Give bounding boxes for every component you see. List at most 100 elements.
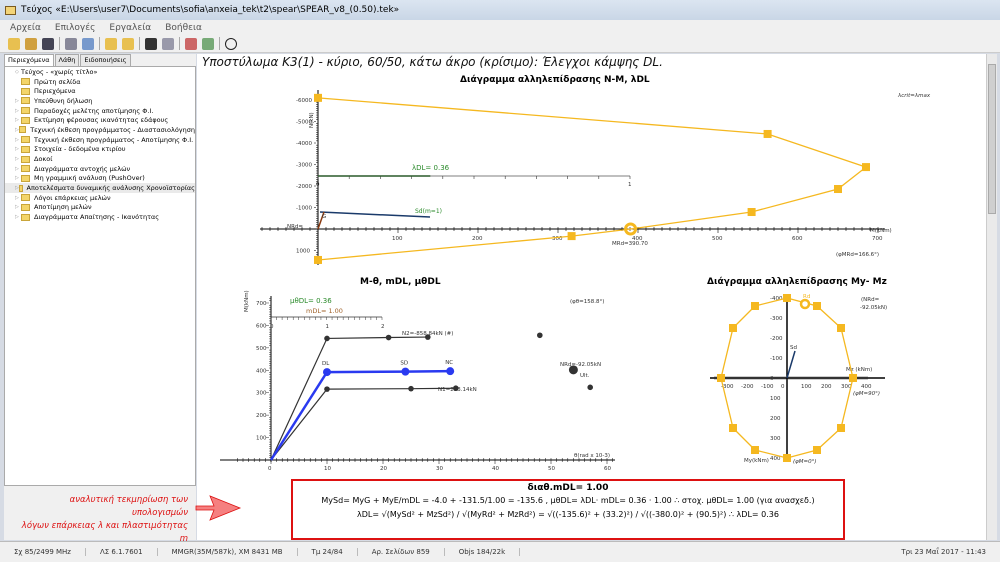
m-tick-label: 100 — [392, 236, 403, 242]
tree-item[interactable]: ◇ Τεύχος - «χωρίς τίτλο» — [5, 67, 195, 77]
expand-icon[interactable]: ▷ — [15, 156, 19, 163]
theta-tick-label: 20 — [380, 466, 387, 472]
vertical-scrollbar[interactable] — [986, 54, 997, 540]
expand-icon[interactable]: ▷ — [15, 175, 19, 182]
envelope-point — [729, 324, 737, 332]
menu-files[interactable]: Αρχεία — [10, 22, 41, 33]
tree-item[interactable]: ▷ Τεχνική έκθεση προγράμματος - Διαστασιο… — [5, 125, 195, 135]
expand-icon[interactable]: ▷ — [15, 185, 19, 192]
folder-icon — [21, 78, 30, 86]
tree-item[interactable]: ▷ Μη γραμμική ανάλυση (PushOver) — [5, 174, 195, 184]
m-tick-label: 600 — [792, 236, 803, 242]
tree-item[interactable]: ▷ Λόγοι επάρκειας μελών — [5, 193, 195, 203]
preview-icon[interactable] — [82, 37, 94, 50]
tree-item[interactable]: Περιεχόμενα — [5, 86, 195, 96]
export-icon[interactable] — [185, 37, 197, 50]
envelope-point — [837, 324, 845, 332]
curve-point — [408, 385, 414, 392]
expand-icon[interactable]: ▷ — [15, 136, 19, 143]
scrollbar-thumb[interactable] — [988, 64, 996, 214]
toolbar-separator — [59, 37, 60, 50]
m-tick-label: 100 — [256, 436, 267, 442]
lambda-tick-label: 1 — [628, 182, 632, 188]
red-arrow-icon — [195, 495, 242, 521]
tab-contents[interactable]: Περιεχόμενα — [4, 54, 54, 66]
tree-item-label: Δοκοί — [34, 155, 53, 164]
note-line-2: λόγων επάρκειας λ και πλαστιμότητας m — [21, 521, 188, 544]
folder-icon — [21, 194, 30, 202]
curve-point — [453, 385, 459, 392]
sidebar: Περιεχόμενα Λάθη Ειδοποιήσεις ◇ Τεύχος - «χ… — [4, 54, 196, 540]
folder-icon — [21, 136, 30, 144]
m-tick-label: 400 — [632, 236, 643, 242]
page-title: Υποστύλωμα K3(1) - κύριο, 60/50, κάτω άκ… — [202, 55, 663, 69]
theta-axis-label: θ(rad x 10-3) — [574, 453, 610, 459]
tree-item-label: Διαγράμματα Απαίτησης - Ικανότητας — [34, 213, 160, 222]
expand-icon[interactable]: ▷ — [15, 194, 19, 201]
folder-icon — [21, 155, 30, 163]
tree-item[interactable]: ▷ Παραδοχές μελέτης αποτίμησης Φ.Ι. — [5, 106, 195, 116]
window-title: Τεύχος «E:\Users\user7\Documents\sofia\a… — [21, 5, 400, 15]
tab-notifications[interactable]: Ειδοποιήσεις — [80, 54, 131, 66]
tree-item[interactable]: ▷ Διαγράμματα αντοχής μελών — [5, 164, 195, 174]
m-theta-curve — [270, 336, 428, 461]
tree-item[interactable]: ▷ Στοιχεία - δεδομένα κτιρίου — [5, 145, 195, 155]
rd-point — [799, 298, 811, 310]
tree-item[interactable]: ▷ Υπεύθυνη δήλωση — [5, 96, 195, 106]
tree-item-label: Μη γραμμική ανάλυση (PushOver) — [34, 174, 145, 183]
save-icon[interactable] — [42, 37, 54, 50]
folder-icon[interactable] — [122, 37, 134, 50]
m-tick-label: 300 — [552, 236, 563, 242]
tree-item[interactable]: ▷ Διαγράμματα Απαίτησης - Ικανότητας — [5, 212, 195, 222]
filter-icon[interactable] — [162, 37, 174, 50]
formula-line-1: διαθ.mDL= 1.00 — [527, 483, 609, 493]
envelope-point — [763, 129, 772, 138]
mz-tick-label: -200 — [741, 384, 754, 390]
envelope-point — [314, 255, 322, 264]
tree-item[interactable]: ▷ Αποτίμηση μελών — [5, 203, 195, 213]
tree-item[interactable]: ▷ Εκτίμηση φέρουσας ικανότητας εδάφους — [5, 115, 195, 125]
expand-icon[interactable]: ▷ — [15, 126, 19, 133]
tree-item-label: Λόγοι επάρκειας μελών — [34, 193, 111, 202]
my-tick-label: 300 — [770, 436, 781, 442]
mz-tick-label: 200 — [821, 384, 832, 390]
folder-icon — [19, 126, 27, 134]
find-icon[interactable] — [145, 37, 157, 50]
expand-icon[interactable]: ▷ — [15, 146, 19, 153]
mdl-label: mDL= 1.00 — [306, 307, 343, 315]
my-tick-label: -400 — [770, 296, 783, 302]
tree-item[interactable]: ▷ Αποτελέσματα δυναμικής ανάλυσης Χρονοϊσ… — [5, 183, 195, 193]
tree-item[interactable]: ▷ Δοκοί — [5, 154, 195, 164]
menu-tools[interactable]: Εργαλεία — [109, 22, 152, 33]
g-arrow — [317, 211, 325, 230]
envelope-point — [783, 454, 791, 462]
tree-item[interactable]: ▷ Τεχνική έκθεση προγράμματος - Αποτίμηση… — [5, 135, 195, 145]
expand-icon[interactable]: ▷ — [15, 107, 19, 114]
print-icon[interactable] — [65, 37, 77, 50]
menu-help[interactable]: Βοήθεια — [165, 22, 202, 33]
envelope-point — [849, 374, 857, 382]
my-tick-label: 0 — [770, 376, 774, 382]
tree-item[interactable]: Πρώτη σελίδα — [5, 77, 195, 87]
expand-icon[interactable]: ▷ — [15, 117, 19, 124]
curve-point — [446, 367, 455, 376]
menu-options[interactable]: Επιλογές — [54, 22, 96, 33]
envelope-point — [314, 93, 322, 102]
folder-a-icon[interactable] — [105, 37, 117, 50]
tab-errors[interactable]: Λάθη — [54, 54, 80, 66]
back-icon[interactable] — [225, 37, 237, 50]
phi-label: (φθ=158.8°) — [570, 299, 604, 305]
expand-icon[interactable]: ▷ — [15, 214, 19, 221]
point-label: SD — [400, 361, 408, 367]
import-icon[interactable] — [25, 37, 37, 50]
expand-icon[interactable]: ▷ — [15, 165, 19, 172]
expand-icon[interactable]: ▷ — [15, 97, 19, 104]
report-icon[interactable] — [202, 37, 214, 50]
expand-icon[interactable]: ▷ — [15, 204, 19, 211]
status-os: ΛΣ 6.1.7601 — [86, 548, 158, 556]
open-icon[interactable] — [8, 37, 20, 50]
annotation-note: αναλυτική τεκμηρίωση των υπολογισμών λόγω… — [18, 494, 188, 546]
m-tick-label: 400 — [256, 368, 267, 374]
mdl-tick-label: 0 — [270, 324, 274, 330]
